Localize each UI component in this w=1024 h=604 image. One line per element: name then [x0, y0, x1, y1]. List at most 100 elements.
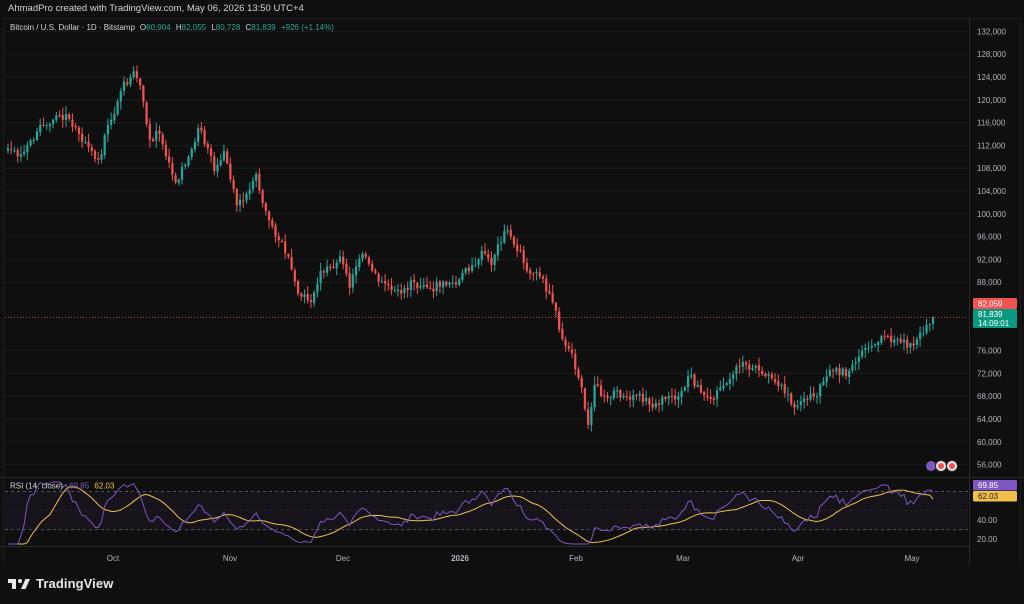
candle-body — [599, 385, 603, 397]
candle-body — [264, 203, 267, 211]
price-chart[interactable]: Bitcoin / U.S. Dollar · 1D · Bitstamp O8… — [0, 0, 1024, 565]
candle-body — [39, 124, 42, 132]
brand-name: TradingView — [36, 576, 114, 591]
time-tick-label: May — [904, 554, 919, 563]
candle-body — [303, 294, 306, 298]
candle-body — [61, 115, 64, 120]
candle-body — [609, 397, 612, 399]
candle-body — [377, 273, 380, 282]
candle-body — [277, 236, 280, 241]
rsi-value-badge — [973, 480, 1017, 491]
candle-body — [538, 272, 541, 277]
rsi-legend: RSI (14, close) 69.85 62.03 — [10, 482, 115, 491]
candle-body — [313, 292, 316, 303]
candle-body — [867, 347, 870, 349]
candle-body — [912, 343, 915, 346]
candle-body — [332, 267, 335, 269]
candle-body — [22, 152, 26, 155]
candle-body — [58, 115, 61, 117]
time-tick-label: Apr — [792, 554, 805, 563]
candle-body — [142, 85, 145, 102]
candle-body — [329, 266, 332, 268]
candle-body — [235, 188, 238, 206]
candle-body — [548, 291, 551, 294]
candle-body — [690, 375, 693, 377]
candle-body — [509, 229, 512, 237]
candle-body — [19, 153, 23, 157]
candle-body — [93, 150, 97, 159]
candle-body — [206, 143, 209, 149]
candle-body — [274, 225, 277, 237]
candle-body — [835, 367, 838, 372]
candle-body — [806, 398, 809, 400]
candle-body — [16, 150, 19, 157]
candle-body — [371, 263, 374, 271]
candle-body — [48, 124, 52, 127]
candle-body — [574, 353, 577, 370]
candle-body — [132, 71, 135, 78]
candle-body — [902, 339, 906, 343]
candle-body — [883, 335, 886, 337]
candle-body — [400, 290, 403, 294]
candle-body — [570, 349, 574, 354]
time-tick-label: Oct — [107, 554, 120, 563]
candle-body — [622, 395, 625, 398]
candle-body — [831, 370, 835, 372]
candle-body — [316, 283, 319, 293]
price-tick-label: 56,000 — [977, 461, 1002, 470]
candle-body — [190, 148, 193, 158]
economic-events-icon[interactable] — [926, 460, 958, 472]
tradingview-logo[interactable]: TradingView — [8, 576, 113, 591]
candle-body — [158, 130, 161, 134]
candle-body — [380, 281, 383, 283]
candle-body — [925, 324, 928, 333]
candle-body — [606, 395, 609, 398]
candle-body — [564, 339, 567, 347]
candle-body — [554, 302, 558, 311]
price-tick-label: 64,000 — [977, 415, 1002, 424]
candle-body — [81, 133, 84, 142]
candle-body — [519, 250, 522, 252]
candle-body — [877, 342, 880, 346]
candle-body — [232, 179, 235, 190]
candle-body — [197, 128, 200, 142]
price-tick-label: 60,000 — [977, 438, 1002, 447]
rsi-tick-label: 40.00 — [977, 516, 998, 525]
high-price-badge — [973, 298, 1017, 309]
candle-body — [255, 173, 258, 181]
candle-body — [635, 394, 638, 396]
author-line: AhmadPro created with TradingView.com, M… — [8, 3, 304, 14]
candle-body — [593, 384, 596, 408]
candle-body — [761, 371, 764, 375]
candle-body — [184, 164, 187, 167]
candle-body — [677, 396, 680, 400]
candle-body — [200, 127, 203, 131]
candle-body — [728, 379, 732, 384]
candle-body — [922, 333, 925, 335]
candle-body — [603, 395, 606, 397]
candle-body — [35, 131, 39, 141]
candle-body — [458, 279, 461, 285]
price-tick-label: 72,000 — [977, 369, 1002, 378]
candle-body — [425, 284, 429, 288]
candle-body — [809, 393, 812, 400]
candle-body — [587, 409, 590, 425]
candle-body — [387, 283, 390, 286]
candle-body — [918, 332, 922, 339]
candle-body — [641, 394, 645, 402]
chart-frame[interactable] — [3, 18, 1021, 567]
candle-body — [216, 164, 219, 172]
price-tick-label: 112,000 — [977, 141, 1006, 150]
candle-body — [445, 281, 448, 286]
candle-body — [103, 135, 106, 155]
candle-body — [864, 347, 867, 351]
candle-body — [790, 393, 793, 404]
candle-body — [390, 285, 393, 291]
candle-body — [699, 385, 703, 393]
candle-body — [590, 406, 593, 426]
candle-body — [110, 119, 113, 125]
candle-body — [119, 91, 122, 102]
time-tick-label: Dec — [336, 554, 350, 563]
candle-body — [661, 396, 664, 405]
candle-body — [535, 272, 538, 274]
